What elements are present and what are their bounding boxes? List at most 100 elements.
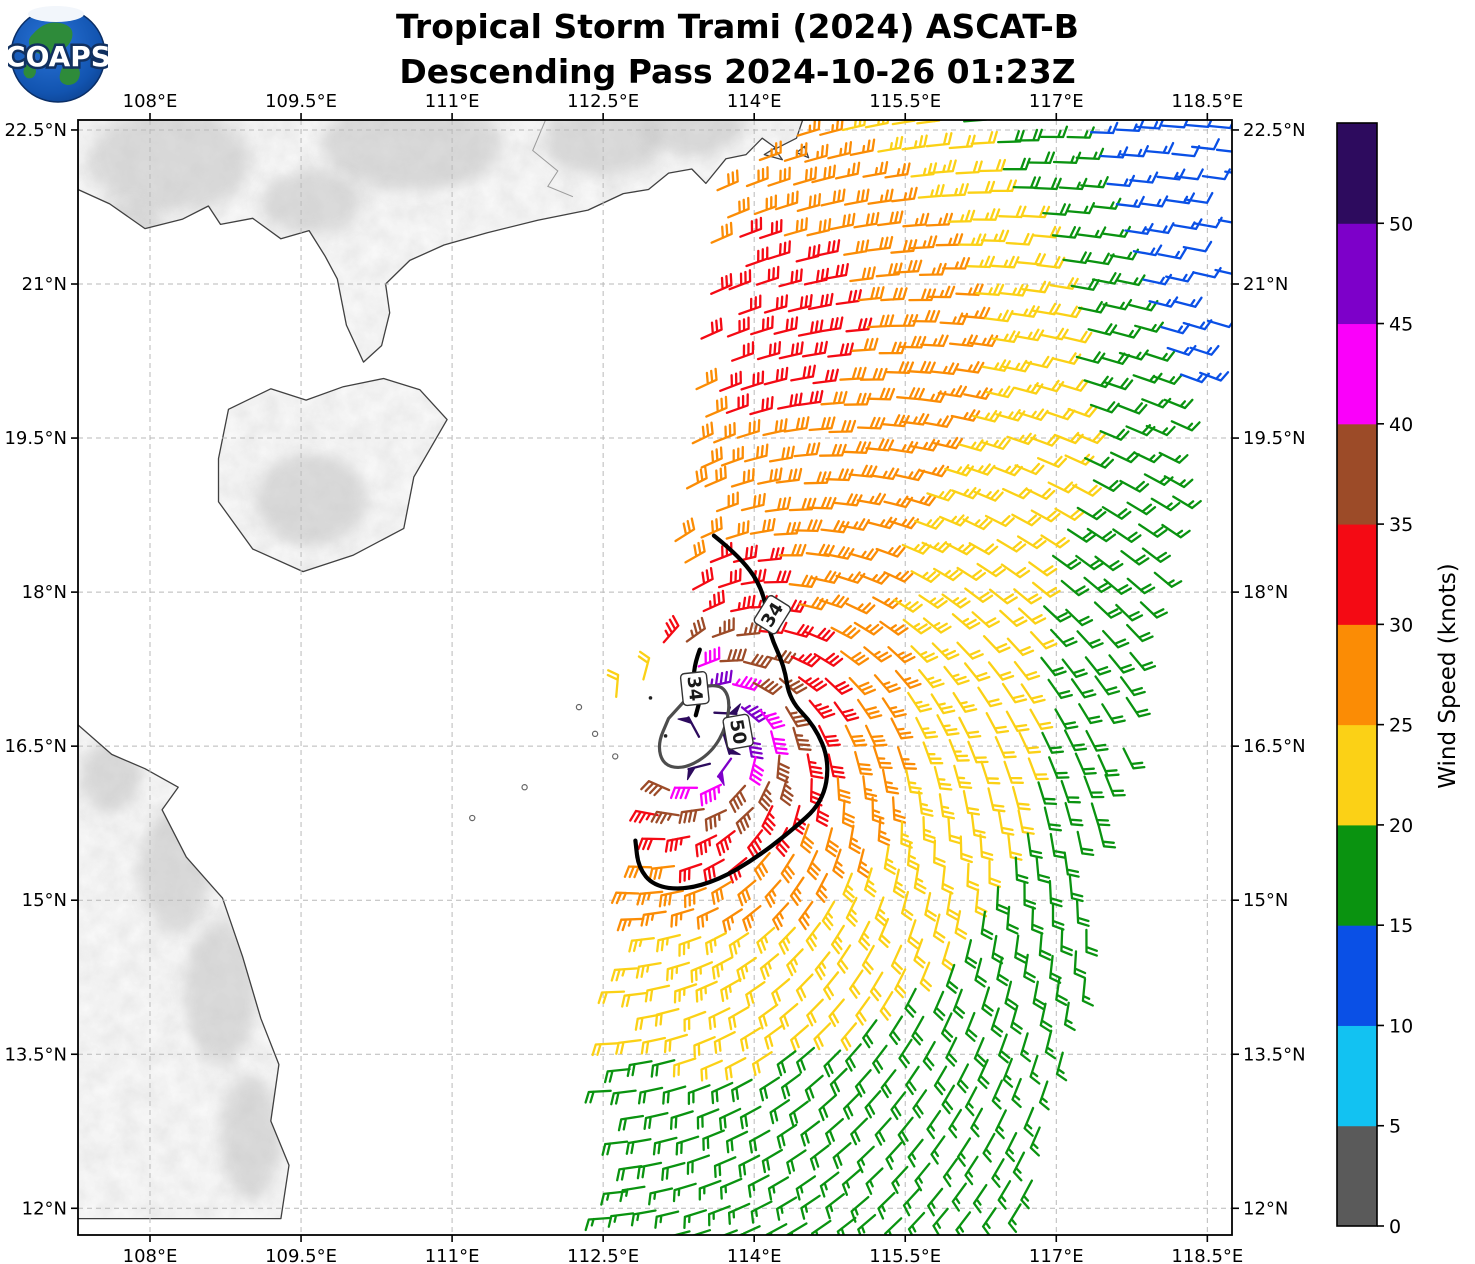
wind-barb — [1011, 513, 1042, 527]
wind-barb — [956, 641, 984, 660]
wind-barb — [1014, 462, 1045, 476]
wind-barb — [905, 1065, 920, 1096]
y-tick-label-left: 19.5°N — [4, 428, 67, 449]
wind-barb — [829, 212, 856, 231]
wind-barb — [695, 980, 718, 1003]
x-tick-label-bottom: 109.5°E — [265, 1246, 337, 1264]
wind-barb — [1102, 298, 1133, 311]
contour-label-box — [722, 713, 754, 750]
wind-barb — [711, 880, 733, 905]
wind-barb — [952, 988, 966, 1019]
wind-barb — [845, 1043, 862, 1072]
wind-barb — [724, 1057, 747, 1081]
wind-barb — [855, 996, 871, 1026]
wind-barb — [797, 676, 828, 692]
wind-barb — [1132, 244, 1163, 257]
wind-barb — [956, 566, 987, 581]
colorbar-block — [1337, 925, 1377, 1026]
wind-barb — [984, 514, 1015, 528]
wind-barb — [756, 340, 782, 361]
wind-barb — [1115, 274, 1146, 287]
wind-barb — [836, 944, 852, 974]
wind-barb — [1021, 280, 1051, 294]
islet — [575, 703, 583, 711]
wind-barb — [797, 389, 824, 407]
wind-barb — [845, 602, 876, 615]
wind-barb — [726, 316, 750, 338]
wind-barb — [1101, 703, 1126, 725]
map-frame — [77, 119, 1233, 1236]
y-tick-label-right: 13.5°N — [1243, 1044, 1306, 1065]
wind-barb — [1050, 628, 1078, 648]
wind-barb — [1020, 683, 1046, 704]
wind-barb — [912, 1089, 928, 1119]
wind-barb — [1027, 757, 1049, 781]
wind-barb — [739, 216, 763, 238]
wind-barb — [786, 1149, 807, 1175]
wind-barb — [814, 239, 841, 257]
wind-barb — [1021, 205, 1051, 219]
wind-barb — [997, 1180, 1012, 1210]
wind-barb — [1070, 678, 1097, 699]
wind-barb — [1139, 601, 1168, 619]
wind-barb — [658, 889, 685, 908]
wind-barb — [825, 827, 839, 858]
wind-barb — [1012, 1151, 1026, 1182]
wind-barb — [1078, 703, 1103, 725]
wind-barb — [1028, 561, 1058, 577]
wind-barb — [941, 257, 971, 270]
wind-barb — [997, 809, 1015, 836]
wind-barb — [1029, 1054, 1041, 1085]
wind-barb — [1126, 501, 1157, 516]
wind-barb — [891, 120, 916, 126]
wind-barb — [1111, 327, 1142, 339]
wind-barb — [941, 941, 955, 972]
wind-barb — [736, 621, 764, 637]
wind-barb — [719, 370, 742, 392]
wind-barb — [773, 316, 799, 335]
wind-barb — [778, 926, 796, 955]
wind-barb — [640, 780, 671, 797]
wind-barb — [764, 496, 792, 513]
y-tick-label-right: 22.5°N — [1243, 120, 1306, 141]
wind-barb — [896, 387, 925, 401]
wind-barb — [991, 1079, 1003, 1110]
relief-blob — [255, 453, 367, 546]
wind-barb — [1160, 323, 1191, 335]
data-dot — [663, 734, 668, 738]
wind-barb — [780, 1073, 801, 1100]
wind-barb — [873, 674, 901, 694]
wind-barb — [731, 1078, 753, 1103]
wind-barb — [1043, 806, 1063, 832]
wind-barb — [792, 726, 812, 751]
wind-barb — [615, 1038, 642, 1055]
y-tick-label-left: 15°N — [22, 890, 67, 911]
wind-barb — [819, 1171, 840, 1198]
wind-barb — [591, 1042, 619, 1057]
x-tick-label-bottom: 117°E — [1029, 1246, 1084, 1264]
wind-barb — [964, 587, 994, 603]
wind-barb — [813, 652, 844, 667]
wind-barb — [1012, 176, 1041, 189]
wind-barb — [635, 961, 662, 979]
wind-barb — [883, 495, 914, 509]
data-dot — [648, 696, 653, 700]
wind-barb — [690, 961, 714, 983]
wind-barb — [1064, 801, 1084, 827]
wind-barb — [1085, 729, 1109, 752]
wind-barb — [1158, 451, 1189, 464]
colorbar-tick-label: 35 — [1389, 514, 1413, 536]
wind-barb — [811, 570, 842, 584]
wind-barb — [917, 183, 945, 199]
wind-barb — [918, 594, 948, 609]
y-tick-label-right: 19.5°N — [1243, 428, 1306, 449]
wind-barb — [891, 186, 918, 203]
wind-barb — [857, 848, 870, 879]
wind-barb — [749, 517, 776, 535]
wind-barb — [900, 820, 913, 849]
islet — [591, 730, 599, 738]
wind-barb — [1089, 121, 1119, 135]
wind-barb — [656, 933, 681, 953]
wind-barb — [1063, 729, 1088, 752]
wind-barb — [1084, 456, 1115, 469]
